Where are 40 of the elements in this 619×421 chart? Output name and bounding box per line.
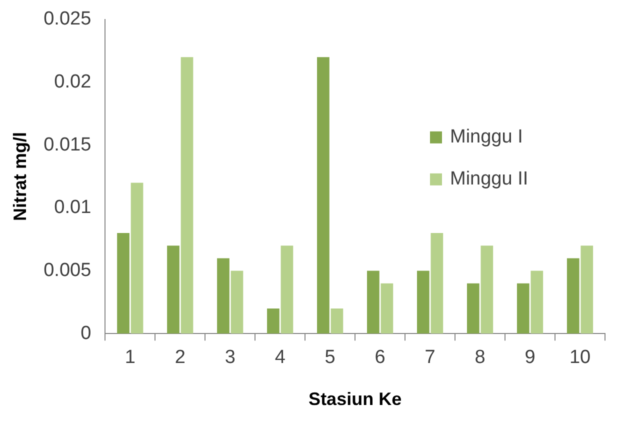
bar [430, 233, 444, 334]
bar [280, 246, 294, 334]
legend-label: Minggu II [450, 168, 528, 190]
y-tick-label: 0.02 [54, 71, 92, 92]
bar [416, 270, 430, 334]
x-tick-label: 3 [224, 347, 236, 368]
bar [566, 258, 580, 334]
bar [480, 246, 494, 334]
bar [130, 182, 144, 334]
bar [167, 246, 180, 334]
bar [267, 308, 280, 334]
bar [230, 270, 244, 334]
bar [380, 283, 394, 334]
y-tick-label: 0 [80, 322, 92, 344]
x-tick-label: 1 [124, 347, 136, 368]
y-tick-label: 0.015 [44, 134, 92, 156]
x-tick-label: 5 [324, 347, 336, 368]
bar [580, 246, 594, 334]
x-axis-title: Stasiun Ke [308, 389, 402, 410]
legend-label: Minggu I [450, 126, 523, 148]
y-tick-label: 0.025 [44, 8, 92, 30]
y-axis-title: Nitrat mg/l [10, 132, 30, 222]
x-tick-label: 4 [274, 347, 286, 368]
x-tick-label: 8 [474, 347, 486, 368]
bar [516, 283, 530, 334]
x-tick-label: 2 [174, 347, 186, 368]
bar [330, 308, 344, 334]
y-tick-label: 0.01 [54, 197, 92, 218]
x-tick-label: 10 [569, 347, 591, 368]
bar [117, 233, 130, 334]
bar [530, 270, 544, 334]
bar [217, 258, 230, 334]
x-tick-label: 7 [424, 347, 436, 368]
bar [466, 283, 480, 334]
bar [180, 57, 194, 334]
x-tick-label: 6 [374, 347, 386, 368]
y-tick-label: 0.005 [44, 260, 92, 281]
bar [317, 57, 330, 334]
bar [367, 270, 380, 334]
x-tick-label: 9 [524, 347, 536, 368]
